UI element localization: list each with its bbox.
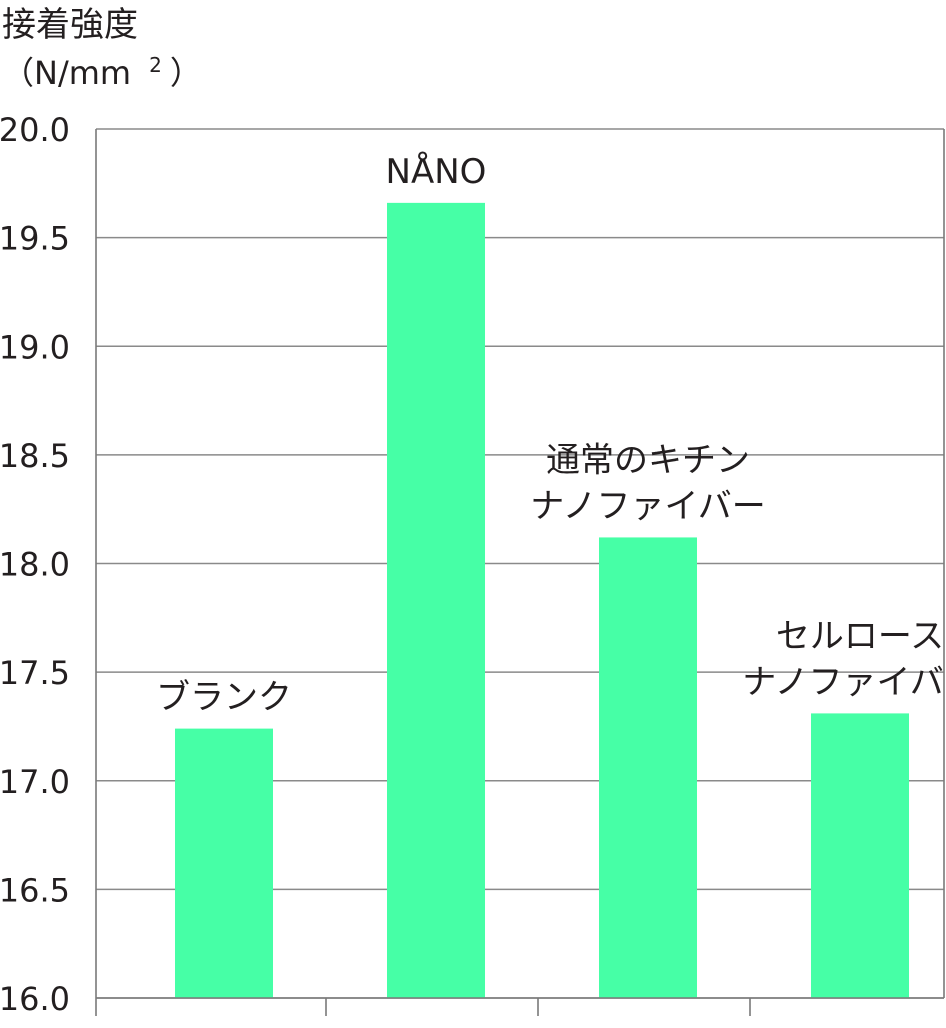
y-tick-label: 18.0 [0, 546, 70, 584]
y-tick-label: 20.0 [0, 111, 70, 149]
y-tick-label: 18.5 [0, 437, 70, 475]
bar-label: ナノファイバー [530, 486, 766, 526]
y-axis-unit-text: （N/mm [2, 54, 131, 92]
bar-labels: ブランクNÅNO通常のキチンナノファイバーセルロースナノファイバー [156, 151, 946, 718]
y-tick-label: 16.0 [0, 980, 70, 1018]
bars [175, 202, 909, 999]
bar-label: ブランク [156, 678, 292, 718]
y-axis-label: 接着強度 [2, 5, 138, 45]
bar-label: 通常のキチン [546, 440, 750, 480]
y-axis-unit-superscript: 2 [149, 53, 162, 77]
bar [175, 728, 273, 998]
y-tick-label: 19.5 [0, 220, 70, 258]
y-axis-unit: （N/mm 2 ） [2, 53, 202, 92]
y-axis-unit-close: ） [170, 54, 202, 92]
axes [95, 129, 945, 1016]
y-tick-labels: 16.0 16.5 17.0 17.5 18.0 18.5 19.0 19.5 20.0 [0, 111, 70, 1018]
y-tick-label: 17.5 [0, 654, 70, 692]
y-tick-label: 17.0 [0, 763, 70, 801]
y-tick-label: 19.0 [0, 328, 70, 366]
y-axis-title: 接着強度 （N/mm 2 ） [2, 5, 202, 92]
bar-label: NÅNO [386, 151, 487, 192]
bar [387, 202, 485, 999]
bar [599, 537, 697, 998]
bar-label: ナノファイバー [742, 662, 946, 702]
bar-label: セルロース [776, 616, 944, 656]
bar [811, 713, 909, 998]
y-tick-label: 16.5 [0, 871, 70, 909]
